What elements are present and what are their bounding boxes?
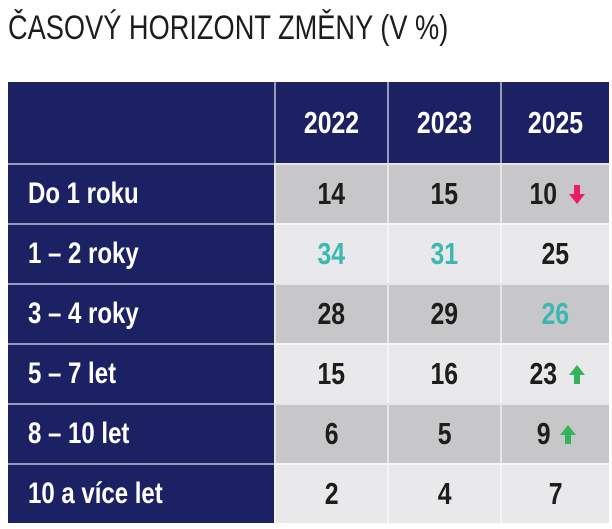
value-cell: 4 [387,463,500,523]
column-header-2022: 2022 [274,82,387,163]
value-cell: 34 [274,223,387,283]
value-cell: 10 [500,163,609,223]
table-corner-cell [8,82,274,163]
value-cell: 9 [500,403,609,463]
row-label-8-10-let: 8 – 10 let [8,403,274,463]
time-horizon-table: 2022 2023 2025 Do 1 roku 14 15 10 1 – 2 … [8,82,609,523]
arrow-up-icon [568,364,585,384]
value-cell: 15 [274,343,387,403]
row-label-10-a-vice-let: 10 a více let [8,463,274,523]
value-cell: 31 [387,223,500,283]
value-cell: 29 [387,283,500,343]
value-cell: 6 [274,403,387,463]
value-cell: 16 [387,343,500,403]
value-cell: 25 [500,223,609,283]
value-cell: 5 [387,403,500,463]
arrow-down-icon [568,184,585,204]
row-label-1-2-roky: 1 – 2 roky [8,223,274,283]
value-cell: 26 [500,283,609,343]
value-cell: 15 [387,163,500,223]
arrow-up-icon [560,424,577,444]
value-cell: 23 [500,343,609,403]
value-cell: 7 [500,463,609,523]
row-label-3-4-roky: 3 – 4 roky [8,283,274,343]
value-cell: 14 [274,163,387,223]
value-cell: 28 [274,283,387,343]
value-cell: 2 [274,463,387,523]
row-label-5-7-let: 5 – 7 let [8,343,274,403]
column-header-2023: 2023 [387,82,500,163]
page-title-text: ČASOVÝ HORIZONT ZMĚNY (V %) [8,9,449,47]
page-title: ČASOVÝ HORIZONT ZMĚNY (V %) [8,8,558,48]
column-header-2025: 2025 [500,82,609,163]
row-label-do-1-roku: Do 1 roku [8,163,274,223]
